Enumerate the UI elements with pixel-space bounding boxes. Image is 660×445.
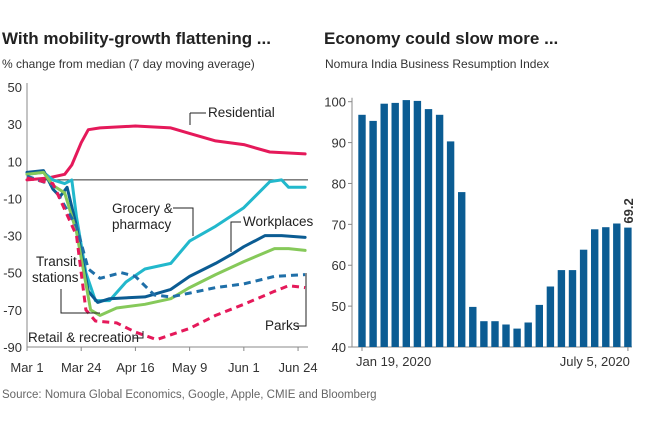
bar xyxy=(369,120,377,348)
annotation-transit-1: Transit xyxy=(36,254,77,269)
bar xyxy=(402,100,410,347)
x-tick-label: Jan 19, 2020 xyxy=(356,354,431,369)
y-tick-label: 70 xyxy=(332,217,346,232)
series-line-grocery-pharmacy xyxy=(25,170,307,303)
y-tick-label: 80 xyxy=(332,176,346,191)
left-chart-title: With mobility-growth flattening ... xyxy=(2,29,271,48)
bar xyxy=(602,227,610,347)
y-tick-label: -30 xyxy=(3,229,22,244)
x-tick-label: May 9 xyxy=(172,360,207,375)
bar xyxy=(591,229,599,347)
y-tick-label: 100 xyxy=(324,95,346,110)
y-tick-label: -50 xyxy=(3,266,22,281)
x-tick-label: Mar 1 xyxy=(10,360,43,375)
y-tick-label: 60 xyxy=(332,258,346,273)
bar xyxy=(502,324,510,347)
bar xyxy=(391,102,399,348)
annotation-grocery-2: pharmacy xyxy=(112,217,172,232)
series-line-transit-stations xyxy=(25,170,307,317)
bar xyxy=(568,270,577,347)
series-line-retail-recreation xyxy=(26,176,306,342)
annotation-parks: Parks xyxy=(265,318,300,333)
x-tick-label: Mar 24 xyxy=(61,360,101,375)
bar xyxy=(469,306,477,347)
bar xyxy=(446,141,455,347)
source-note: Source: Nomura Global Economics, Google,… xyxy=(2,389,377,401)
bar xyxy=(624,227,632,347)
bar xyxy=(413,100,422,348)
y-tick-label: -70 xyxy=(3,303,22,318)
bar xyxy=(557,270,566,347)
annotations: Residential Grocery & pharmacy Workplace… xyxy=(28,105,314,345)
y-tick-label: 50 xyxy=(332,299,346,314)
bar xyxy=(524,322,532,347)
bar xyxy=(435,114,444,347)
annotation-workplaces: Workplaces xyxy=(243,214,314,229)
bar xyxy=(424,109,433,347)
last-value-label: 69.2 xyxy=(621,198,636,223)
y-tick-label: 30 xyxy=(8,117,22,132)
annotation-retail: Retail & recreation xyxy=(28,330,139,345)
bar xyxy=(535,304,543,347)
left-chart-subtitle: % change from median (7 day moving avera… xyxy=(2,57,255,71)
y-tick-label: 50 xyxy=(8,80,22,95)
y-tick-label: 90 xyxy=(332,136,346,151)
bar xyxy=(579,249,588,347)
x-tick-label: Apr 16 xyxy=(116,360,154,375)
y-tick-label: -90 xyxy=(3,340,22,355)
series-line-parks xyxy=(26,174,306,299)
annotation-transit-2: stations xyxy=(32,270,79,285)
x-tick-label: Jun 1 xyxy=(228,360,260,375)
bar xyxy=(546,286,555,347)
bar xyxy=(358,114,366,347)
y-tick-label: 10 xyxy=(8,154,22,169)
bar xyxy=(480,321,488,347)
bar xyxy=(513,328,521,347)
bar xyxy=(491,321,499,347)
y-tick-label: -10 xyxy=(3,191,22,206)
y-tick-label: 40 xyxy=(332,340,346,355)
x-tick-label: July 5, 2020 xyxy=(560,354,630,369)
x-tick-label: Jun 24 xyxy=(279,360,318,375)
series-line-residential xyxy=(25,124,307,182)
bar xyxy=(380,103,388,347)
bar xyxy=(458,192,466,347)
annotation-residential: Residential xyxy=(208,105,275,120)
right-chart-title: Economy could slow more ... xyxy=(324,29,558,48)
annotation-grocery-1: Grocery & xyxy=(112,201,173,216)
bar xyxy=(613,223,621,347)
right-chart-subtitle: Nomura India Business Resumption Index xyxy=(325,57,549,71)
